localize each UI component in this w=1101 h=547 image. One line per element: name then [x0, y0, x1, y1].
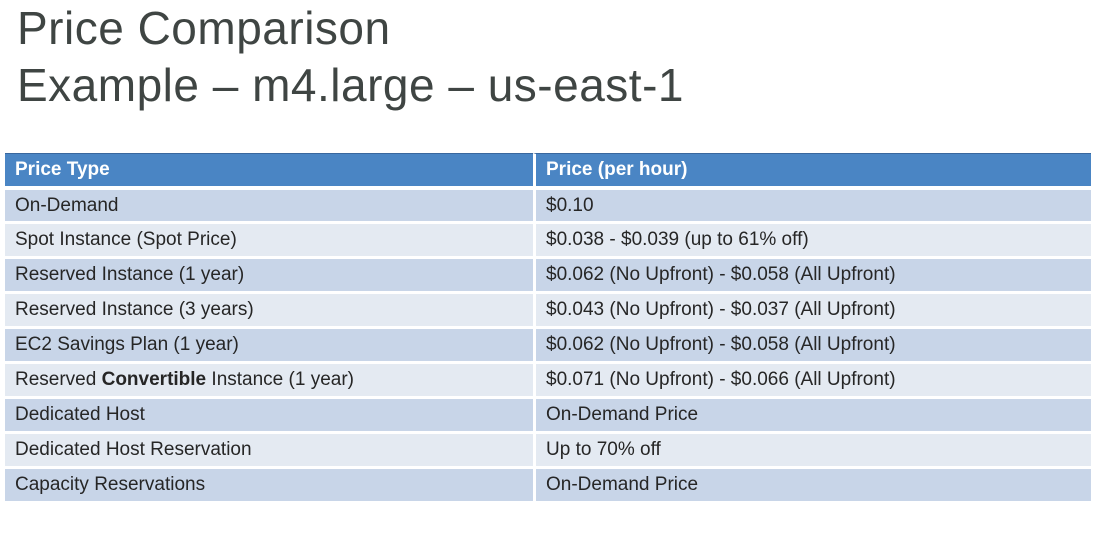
price-type-cell: Dedicated Host Reservation — [5, 431, 533, 466]
table-row: Spot Instance (Spot Price) $0.038 - $0.0… — [5, 221, 1091, 256]
price-type-cell: Spot Instance (Spot Price) — [5, 221, 533, 256]
price-cell: $0.038 - $0.039 (up to 61% off) — [533, 221, 1091, 256]
price-type-cell: Capacity Reservations — [5, 466, 533, 501]
table-row: On-Demand $0.10 — [5, 186, 1091, 221]
table-row: EC2 Savings Plan (1 year) $0.062 (No Upf… — [5, 326, 1091, 361]
price-type-cell: Reserved Instance (1 year) — [5, 256, 533, 291]
price-type-text: Reserved — [15, 369, 102, 390]
price-cell: $0.071 (No Upfront) - $0.066 (All Upfron… — [533, 361, 1091, 396]
price-cell: On-Demand Price — [533, 396, 1091, 431]
price-cell: Up to 70% off — [533, 431, 1091, 466]
price-cell: $0.10 — [533, 186, 1091, 221]
table-row: Reserved Instance (1 year) $0.062 (No Up… — [5, 256, 1091, 291]
price-type-cell: Dedicated Host — [5, 396, 533, 431]
column-header-price-per-hour: Price (per hour) — [533, 153, 1091, 186]
table-header-row: Price Type Price (per hour) — [5, 153, 1091, 186]
price-type-bold-word: Convertible — [101, 369, 207, 390]
price-cell: $0.062 (No Upfront) - $0.058 (All Upfron… — [533, 326, 1091, 361]
table-row: Dedicated Host On-Demand Price — [5, 396, 1091, 431]
price-type-cell: EC2 Savings Plan (1 year) — [5, 326, 533, 361]
price-type-cell: On-Demand — [5, 186, 533, 221]
price-type-text: Instance (1 year) — [206, 369, 354, 390]
table-row: Reserved Convertible Instance (1 year) $… — [5, 361, 1091, 396]
slide-title: Price Comparison Example – m4.large – us… — [17, 0, 684, 114]
table-row: Dedicated Host Reservation Up to 70% off — [5, 431, 1091, 466]
price-cell: $0.043 (No Upfront) - $0.037 (All Upfron… — [533, 291, 1091, 326]
price-type-cell: Reserved Convertible Instance (1 year) — [5, 361, 533, 396]
price-cell: On-Demand Price — [533, 466, 1091, 501]
slide-title-line2: Example – m4.large – us-east-1 — [17, 59, 684, 111]
table-row: Capacity Reservations On-Demand Price — [5, 466, 1091, 501]
price-type-cell: Reserved Instance (3 years) — [5, 291, 533, 326]
price-comparison-table: Price Type Price (per hour) On-Demand $0… — [5, 153, 1091, 501]
table-row: Reserved Instance (3 years) $0.043 (No U… — [5, 291, 1091, 326]
column-header-price-type: Price Type — [5, 153, 533, 186]
slide-title-line1: Price Comparison — [17, 2, 391, 54]
price-cell: $0.062 (No Upfront) - $0.058 (All Upfron… — [533, 256, 1091, 291]
